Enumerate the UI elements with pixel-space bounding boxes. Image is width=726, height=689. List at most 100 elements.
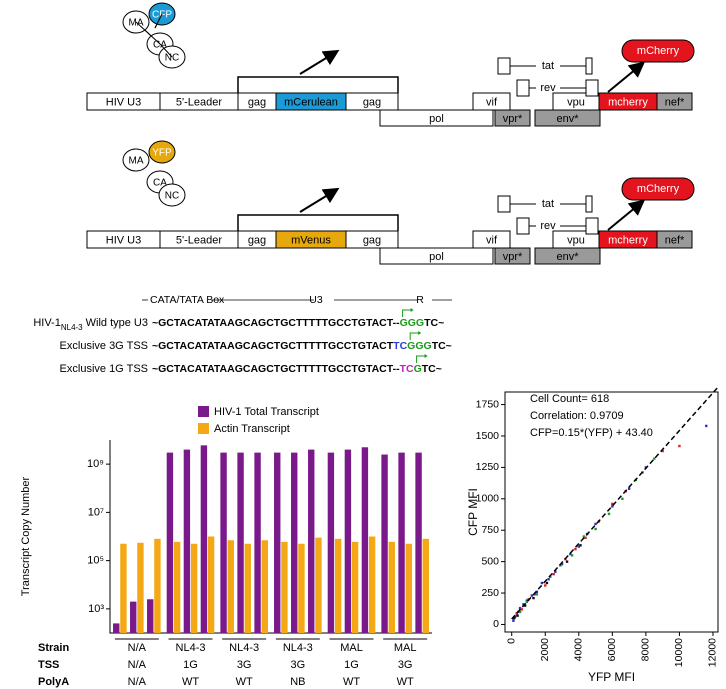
domain-label: YFP (152, 148, 172, 159)
bar (381, 454, 388, 633)
bar (327, 452, 335, 633)
point (516, 614, 519, 617)
point (607, 512, 611, 516)
gene-label: vif (486, 96, 498, 108)
group-label: WT (236, 676, 253, 688)
plot-frame (504, 391, 719, 633)
point (594, 522, 597, 526)
product-label: mCherry (637, 183, 680, 195)
gene-label: mcherry (608, 234, 648, 246)
sequence-part: ~GCTACATATAAGCAGCTGCTTTTTGCCTGTACT-- (152, 363, 400, 375)
tss-arrow (402, 309, 412, 317)
arrow (299, 49, 340, 75)
gene-label: vif (486, 234, 498, 246)
bar (237, 452, 244, 633)
bar (130, 601, 137, 633)
point (579, 544, 582, 547)
x-tick-label: 12000 (707, 638, 719, 667)
domain-label: MA (129, 156, 144, 167)
y-tick-label: 750 (481, 524, 499, 536)
gene-box (656, 230, 693, 249)
group-label: 3G (237, 659, 252, 671)
y-tick-label: 0 (493, 618, 499, 630)
gene-label: env* (556, 251, 579, 263)
gene-label: vpr* (503, 251, 523, 263)
row-label: Strain (38, 642, 69, 654)
exon-label: tat (542, 198, 554, 210)
sequence-part: TC~ (424, 317, 444, 329)
row-label-part: Exclusive 3G TSS (60, 340, 148, 352)
point (594, 527, 597, 531)
legend-label: HIV-1 Total Transcript (214, 406, 319, 418)
y-axis-label: Transcript Copy Number (20, 476, 32, 596)
domain-label: MA (129, 18, 144, 29)
linker (135, 13, 173, 58)
gene-label: mVenus (291, 234, 331, 246)
product (621, 39, 695, 63)
gene-label: vpu (567, 96, 585, 108)
gene-box (345, 92, 399, 111)
bar (308, 449, 315, 633)
point (532, 596, 535, 600)
bar (261, 540, 268, 633)
arrow (299, 187, 340, 213)
group-label: NB (290, 676, 305, 688)
domain-label: NC (165, 191, 179, 202)
bar (220, 452, 227, 633)
sequence: ~GCTACATATAAGCAGCTGCTTTTTGCCTGTACTTCGGGT… (152, 340, 452, 352)
y-tick-label: 1500 (476, 430, 500, 442)
group-label: WT (182, 676, 199, 688)
y-tick-label: 1250 (476, 461, 500, 473)
tss-arrowhead (418, 331, 422, 335)
gene-box (656, 92, 693, 111)
legend-label: Actin Transcript (214, 423, 290, 435)
row-label: PolyA (38, 676, 69, 688)
point (512, 619, 515, 622)
domain-label: CA (153, 40, 167, 51)
axis (109, 440, 432, 634)
x-tick-label: 0 (505, 638, 517, 644)
y-tick-label: 1750 (476, 398, 500, 410)
gene-label: 5'-Leader (176, 234, 222, 246)
sequence-part: GGG (407, 340, 432, 352)
y-axis-label: CFP MFI (466, 488, 480, 536)
point (525, 599, 529, 602)
bar (173, 541, 181, 633)
bar (113, 623, 120, 633)
bar (298, 543, 305, 633)
row-label-part: HIV-1 (33, 317, 61, 329)
row-label: Exclusive 1G TSS (60, 363, 148, 375)
point (545, 581, 549, 585)
annotation: Cell Count= 618 (530, 393, 609, 405)
bracket (237, 76, 399, 93)
group-label: N/A (128, 676, 147, 688)
legend-swatch (198, 406, 209, 417)
point (705, 424, 708, 428)
fit-line (511, 386, 719, 620)
gene-label: vpr* (503, 113, 523, 125)
region-label: CATA/TATA Box (150, 294, 225, 306)
row-label: TSS (38, 659, 59, 671)
x-tick-label: 8000 (640, 638, 652, 662)
exon-label: rev (540, 82, 556, 94)
point (627, 487, 631, 490)
bar (200, 445, 208, 633)
gene-label: pol (429, 251, 444, 263)
group-label: NL4-3 (283, 642, 313, 654)
gene-label: HIV U3 (106, 234, 141, 246)
y-tick-label: 1000 (476, 493, 500, 505)
bar (274, 452, 281, 633)
sequence-part: TC (400, 363, 414, 375)
point (554, 570, 557, 573)
annotation: CFP=0.15*(YFP) + 43.40 (530, 427, 653, 439)
gene-label: nef* (665, 96, 685, 108)
gene-box (534, 247, 601, 265)
bar (388, 541, 395, 633)
point (611, 505, 614, 508)
bar (183, 449, 191, 633)
x-tick-label: 6000 (606, 638, 618, 662)
group-label: 1G (344, 659, 359, 671)
point (518, 606, 522, 610)
x-tick-label: 4000 (573, 638, 585, 662)
group-label: NL4-3 (229, 642, 259, 654)
